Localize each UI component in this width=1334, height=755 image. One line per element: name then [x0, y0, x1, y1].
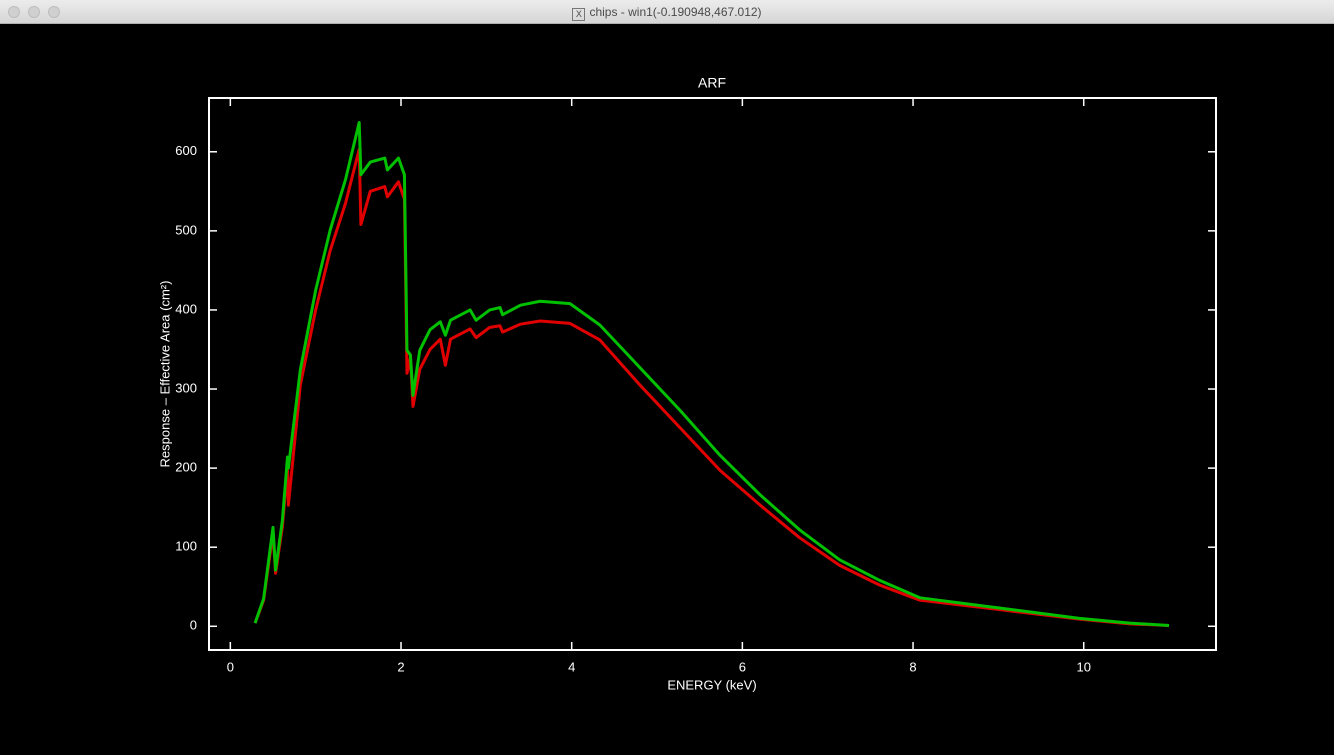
y-axis-label: Response – Effective Area (cm²)	[157, 281, 172, 468]
x-tick-label: 4	[568, 659, 575, 674]
y-tick-label: 100	[175, 539, 197, 554]
x11-icon: X	[572, 8, 586, 21]
chart: ARF ENERGY (keV) Response – Effective Ar…	[157, 75, 1217, 692]
y-tick-label: 300	[175, 380, 197, 395]
x-tick-label: 0	[227, 659, 234, 674]
y-tick-label: 500	[175, 222, 197, 237]
series-line	[253, 147, 1170, 627]
window-title-text: chips - win1(-0.190948,467.012)	[589, 5, 762, 19]
x-tick-label: 6	[739, 659, 746, 674]
y-tick-label: 400	[175, 301, 197, 316]
series-line	[253, 121, 1170, 627]
x-tick-label: 10	[1076, 659, 1090, 674]
y-tick-label: 0	[190, 618, 197, 633]
plot-frame	[208, 97, 1217, 651]
y-tick-label: 600	[175, 143, 197, 158]
zoom-button[interactable]	[48, 6, 60, 18]
chart-title: ARF	[698, 75, 726, 91]
x-tick-label: 2	[397, 659, 404, 674]
minimize-button[interactable]	[28, 6, 40, 18]
x-tick-label: 8	[909, 659, 916, 674]
x-axis-label: ENERGY (keV)	[667, 677, 756, 692]
close-button[interactable]	[8, 6, 20, 18]
y-tick-label: 200	[175, 460, 197, 475]
